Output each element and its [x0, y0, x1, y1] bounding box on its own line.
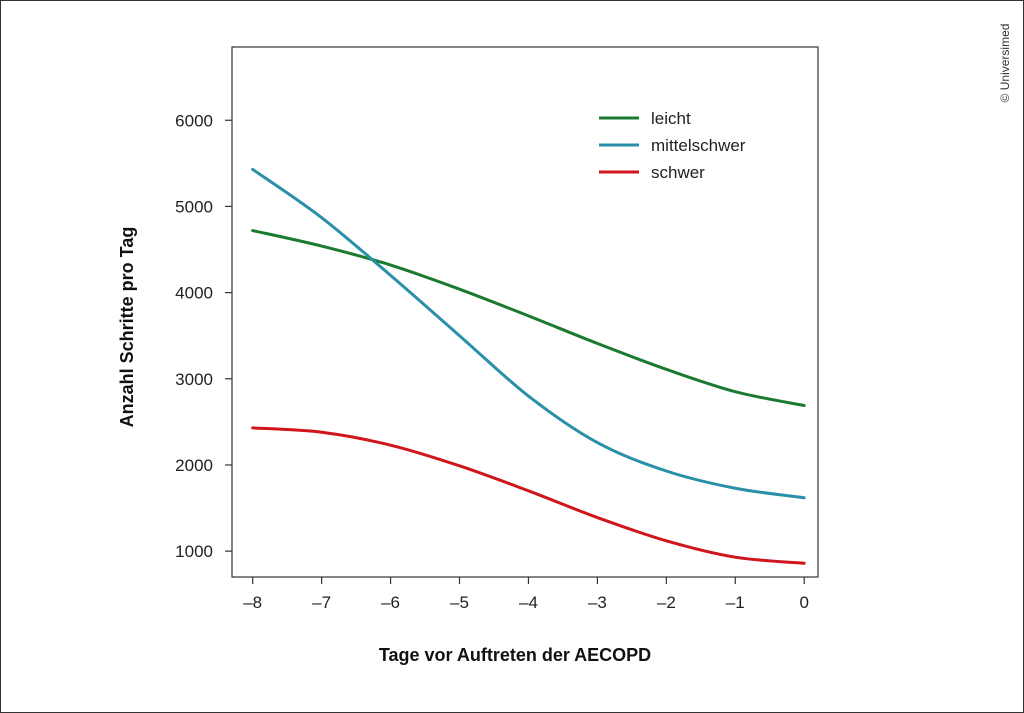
legend-label-schwer: schwer — [651, 163, 705, 182]
y-tick-label: 3000 — [175, 370, 213, 389]
legend: leicht mittelschwer schwer — [599, 109, 746, 182]
y-tick-label: 4000 — [175, 284, 213, 303]
series-layer — [251, 167, 806, 565]
x-tick-label: –6 — [381, 593, 400, 612]
copyright-notice: © Universimed — [998, 24, 1012, 103]
series-line-leicht — [251, 229, 806, 407]
x-tick-label: –2 — [657, 593, 676, 612]
series-line-mittelschwer — [251, 167, 806, 500]
y-tick-label: 6000 — [175, 111, 213, 130]
y-tick-label: 2000 — [175, 456, 213, 475]
x-tick-label: –1 — [726, 593, 745, 612]
plot-border — [231, 46, 819, 578]
y-axis-title: Anzahl Schritte pro Tag — [117, 227, 137, 428]
x-tick-label: 0 — [799, 593, 808, 612]
y-tick-label: 1000 — [175, 542, 213, 561]
x-axis-title: Tage vor Auftreten der AECOPD — [379, 645, 651, 665]
legend-label-mittelschwer: mittelschwer — [651, 136, 746, 155]
series-line-schwer — [251, 426, 806, 565]
legend-label-leicht: leicht — [651, 109, 691, 128]
x-tick-label: –7 — [312, 593, 331, 612]
x-tick-label: –3 — [588, 593, 607, 612]
x-tick-label: –4 — [519, 593, 538, 612]
x-tick-label: –8 — [243, 593, 262, 612]
y-tick-label: 5000 — [175, 197, 213, 216]
plot-area — [231, 46, 819, 578]
axes: –8 –7 –6 –5 –4 –3 –2 –1 0 1000 2000 3000 4000 5000 600… — [175, 111, 809, 612]
x-tick-label: –5 — [450, 593, 469, 612]
